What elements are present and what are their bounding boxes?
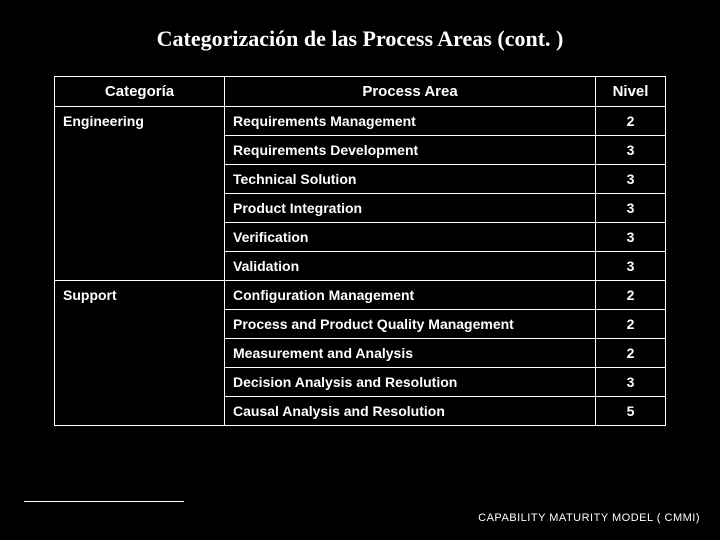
table-container: Categoría Process Area Nivel Engineering… [54,76,666,426]
process-area-cell: Measurement and Analysis [225,339,596,368]
process-area-cell: Decision Analysis and Resolution [225,368,596,397]
col-header-categoria: Categoría [55,77,225,107]
nivel-cell: 5 [596,397,666,426]
table-header-row: Categoría Process Area Nivel [55,77,666,107]
nivel-cell: 3 [596,165,666,194]
process-area-cell: Process and Product Quality Management [225,310,596,339]
process-area-cell: Product Integration [225,194,596,223]
footer-text: CAPABILITY MATURITY MODEL ( CMMI) [478,512,700,524]
table-row: SupportConfiguration Management2 [55,281,666,310]
process-area-cell: Configuration Management [225,281,596,310]
process-area-cell: Causal Analysis and Resolution [225,397,596,426]
category-cell: Support [55,281,225,426]
category-cell: Engineering [55,107,225,281]
process-area-cell: Technical Solution [225,165,596,194]
nivel-cell: 3 [596,194,666,223]
nivel-cell: 2 [596,107,666,136]
table-row: EngineeringRequirements Management2 [55,107,666,136]
nivel-cell: 2 [596,310,666,339]
nivel-cell: 2 [596,339,666,368]
page-title: Categorización de las Process Areas (con… [0,0,720,76]
col-header-nivel: Nivel [596,77,666,107]
nivel-cell: 3 [596,252,666,281]
footer-divider [24,501,184,502]
process-area-cell: Requirements Management [225,107,596,136]
process-area-cell: Verification [225,223,596,252]
nivel-cell: 3 [596,223,666,252]
process-area-cell: Validation [225,252,596,281]
nivel-cell: 3 [596,368,666,397]
process-areas-table: Categoría Process Area Nivel Engineering… [54,76,666,426]
nivel-cell: 2 [596,281,666,310]
process-area-cell: Requirements Development [225,136,596,165]
nivel-cell: 3 [596,136,666,165]
col-header-process-area: Process Area [225,77,596,107]
